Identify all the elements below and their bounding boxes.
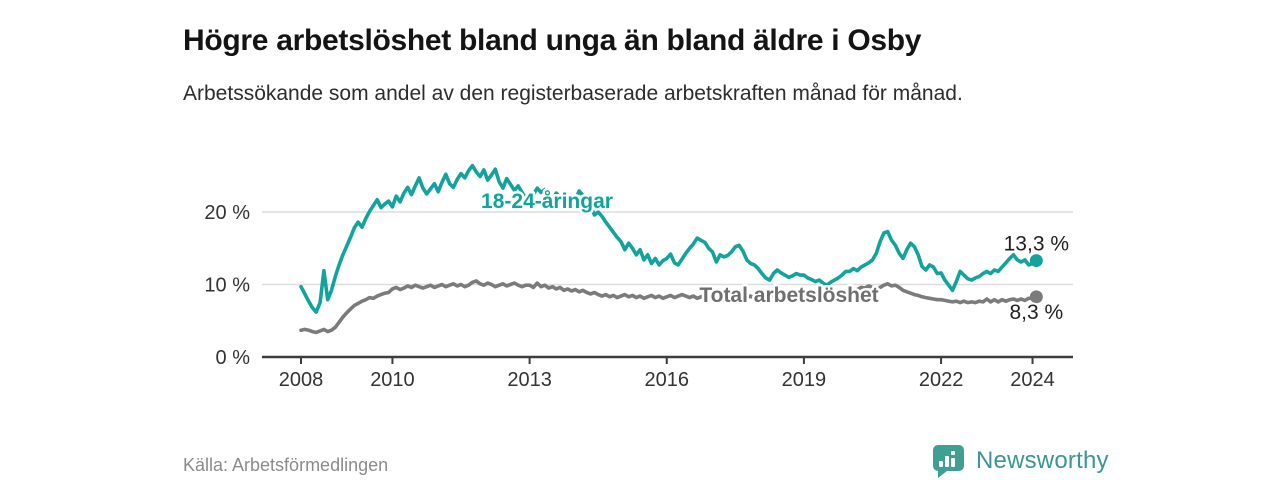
y-axis-tick-label: 0 % [216, 347, 251, 369]
x-axis-tick-label: 2008 [279, 369, 324, 391]
x-axis-tick-label: 2010 [370, 369, 415, 391]
logo-bars [939, 451, 955, 467]
brand-logo: Newsworthy [930, 443, 1109, 479]
series-end-value: 8,3 % [1009, 301, 1063, 324]
series-end-dot [1029, 254, 1043, 268]
series-line-total [299, 279, 1039, 335]
y-axis-tick-label: 20 % [204, 202, 250, 224]
series-end-value: 13,3 % [1004, 233, 1069, 256]
series-label-youth: 18-24-åringar [481, 190, 613, 213]
series-line-youth [299, 163, 1039, 314]
y-axis-tick-label: 10 % [204, 275, 250, 297]
x-axis-tick-label: 2016 [645, 369, 690, 391]
chart-subtitle: Arbetssökande som andel av den registerb… [183, 82, 963, 105]
series-label-total: Total arbetslöshet [699, 284, 878, 307]
x-axis-tick-label: 2022 [919, 369, 964, 391]
brand-name: Newsworthy [976, 447, 1109, 474]
x-axis-tick-label: 2019 [782, 369, 827, 391]
x-axis-tick-label: 2013 [507, 369, 552, 391]
source-label: Källa: Arbetsförmedlingen [183, 455, 389, 475]
newsworthy-icon [933, 445, 964, 478]
chart-title: Högre arbetslöshet bland unga än bland ä… [183, 24, 922, 58]
series-end-dot [1029, 290, 1043, 304]
x-axis-tick-label: 2024 [1010, 369, 1055, 391]
